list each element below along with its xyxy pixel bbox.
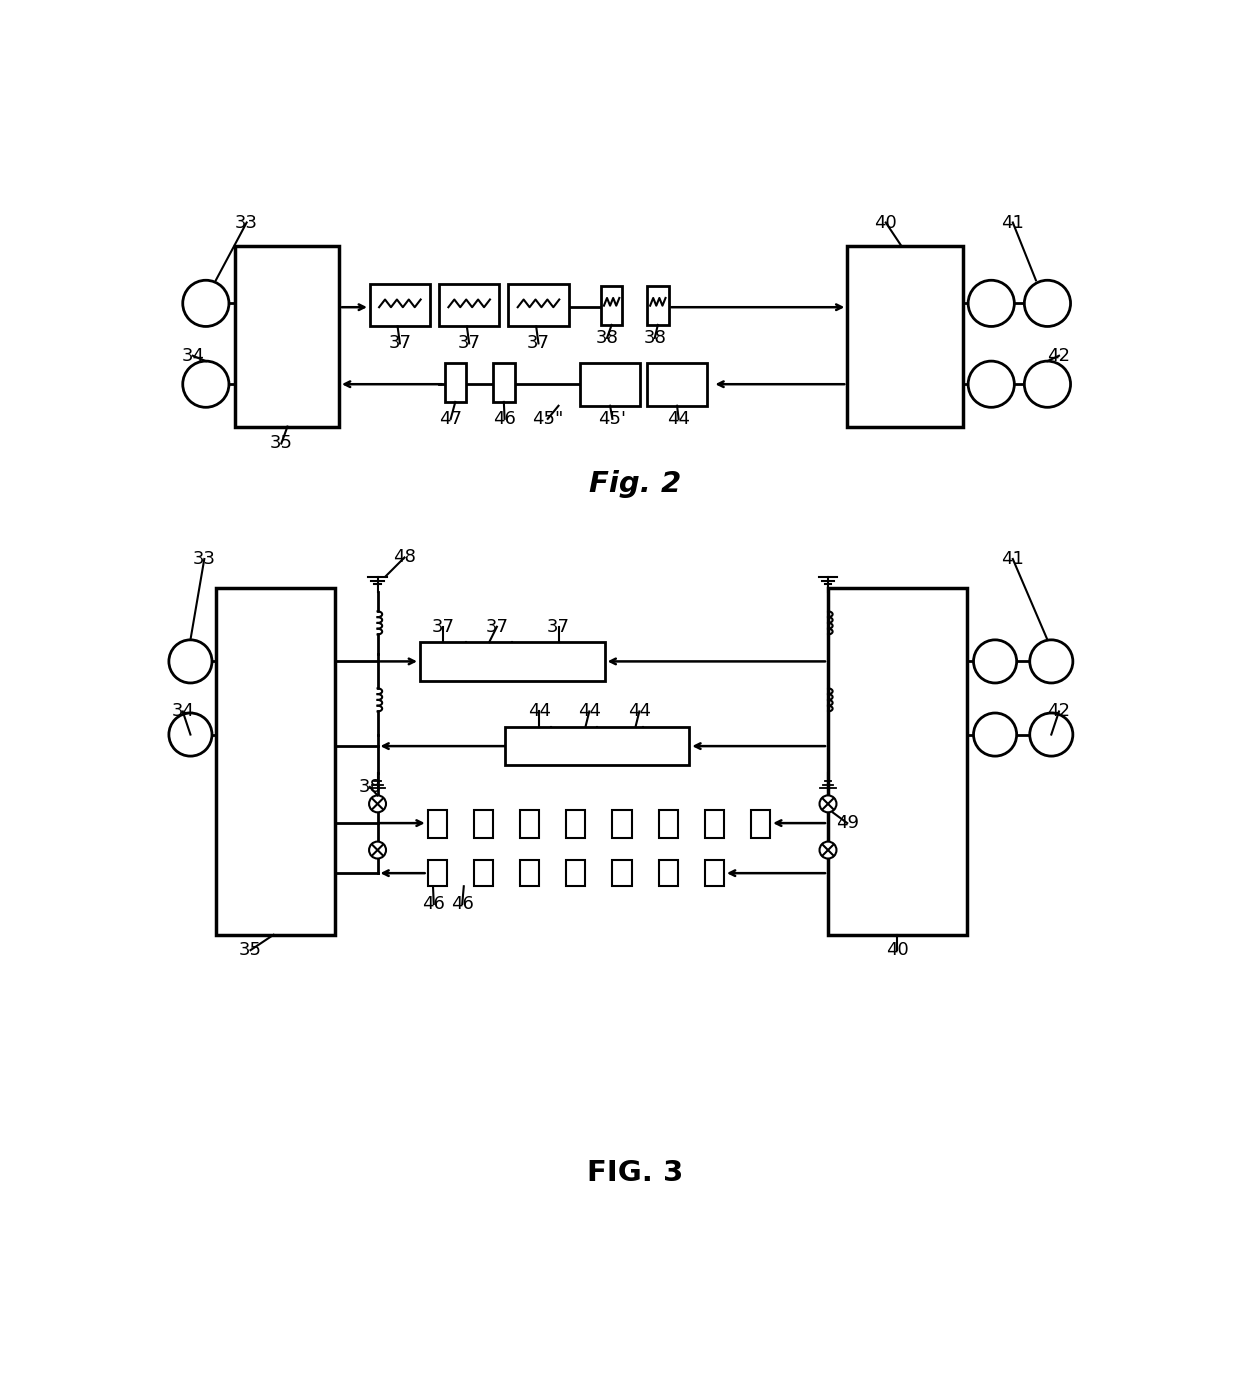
Bar bbox=[370, 284, 430, 327]
Bar bbox=[658, 859, 678, 886]
Circle shape bbox=[968, 280, 1014, 327]
Bar bbox=[828, 588, 967, 935]
Text: 48: 48 bbox=[393, 548, 415, 567]
Text: 45': 45' bbox=[599, 411, 626, 428]
Text: 46: 46 bbox=[423, 895, 445, 913]
Text: FIG. 3: FIG. 3 bbox=[588, 1159, 683, 1188]
Text: 41: 41 bbox=[1002, 214, 1024, 232]
Bar bbox=[567, 859, 585, 886]
Text: 37: 37 bbox=[527, 335, 551, 353]
Bar bbox=[567, 810, 585, 838]
Circle shape bbox=[169, 713, 212, 757]
Text: Fig. 2: Fig. 2 bbox=[589, 471, 682, 498]
Bar bbox=[601, 287, 622, 325]
Bar bbox=[428, 810, 446, 838]
Text: 37: 37 bbox=[485, 618, 508, 636]
Text: 35: 35 bbox=[270, 434, 293, 453]
Text: 34: 34 bbox=[171, 703, 195, 721]
Bar bbox=[236, 246, 339, 427]
Text: 41: 41 bbox=[1002, 551, 1024, 568]
Bar bbox=[216, 588, 335, 935]
Circle shape bbox=[820, 842, 837, 858]
Bar bbox=[444, 364, 466, 402]
Circle shape bbox=[169, 640, 212, 682]
Bar bbox=[505, 726, 689, 765]
Circle shape bbox=[370, 795, 386, 813]
Text: 40: 40 bbox=[874, 214, 897, 232]
Bar bbox=[647, 364, 707, 406]
Bar bbox=[520, 859, 539, 886]
Text: 44: 44 bbox=[627, 703, 651, 721]
Bar bbox=[704, 859, 724, 886]
Circle shape bbox=[1029, 640, 1073, 682]
Text: 37: 37 bbox=[432, 618, 455, 636]
Text: 46: 46 bbox=[494, 411, 516, 428]
Bar bbox=[520, 810, 539, 838]
Bar bbox=[613, 810, 631, 838]
Text: 42: 42 bbox=[1048, 347, 1070, 365]
Circle shape bbox=[973, 713, 1017, 757]
Text: 33: 33 bbox=[236, 214, 258, 232]
Text: 44: 44 bbox=[528, 703, 551, 721]
Text: 37: 37 bbox=[388, 335, 412, 353]
Text: 37: 37 bbox=[547, 618, 570, 636]
Circle shape bbox=[968, 361, 1014, 408]
Text: 42: 42 bbox=[1048, 703, 1070, 721]
Text: 49: 49 bbox=[836, 814, 859, 832]
Bar bbox=[420, 643, 605, 681]
Circle shape bbox=[1029, 713, 1073, 757]
Bar bbox=[474, 859, 494, 886]
Text: 38: 38 bbox=[358, 778, 381, 796]
Text: 35: 35 bbox=[239, 941, 262, 960]
Circle shape bbox=[1024, 280, 1070, 327]
Bar bbox=[508, 284, 568, 327]
Bar bbox=[658, 810, 678, 838]
Bar bbox=[474, 810, 494, 838]
Text: 38: 38 bbox=[595, 330, 619, 347]
Bar bbox=[439, 284, 500, 327]
Bar bbox=[613, 859, 631, 886]
Bar bbox=[428, 859, 446, 886]
Text: 38: 38 bbox=[644, 330, 666, 347]
Circle shape bbox=[1024, 361, 1070, 408]
Text: 37: 37 bbox=[458, 335, 481, 353]
Text: 47: 47 bbox=[439, 411, 463, 428]
Bar bbox=[751, 810, 770, 838]
Bar bbox=[580, 364, 640, 406]
Bar bbox=[647, 287, 668, 325]
Text: 33: 33 bbox=[192, 551, 216, 568]
Text: 44: 44 bbox=[578, 703, 601, 721]
Text: 45": 45" bbox=[532, 411, 563, 428]
Text: 44: 44 bbox=[667, 411, 691, 428]
Circle shape bbox=[370, 842, 386, 858]
Circle shape bbox=[182, 361, 229, 408]
Circle shape bbox=[820, 795, 837, 813]
Text: 46: 46 bbox=[451, 895, 474, 913]
Circle shape bbox=[973, 640, 1017, 682]
Circle shape bbox=[182, 280, 229, 327]
Text: 34: 34 bbox=[181, 347, 205, 365]
Text: 40: 40 bbox=[885, 941, 909, 960]
Bar bbox=[494, 364, 515, 402]
Bar bbox=[847, 246, 962, 427]
Bar bbox=[704, 810, 724, 838]
